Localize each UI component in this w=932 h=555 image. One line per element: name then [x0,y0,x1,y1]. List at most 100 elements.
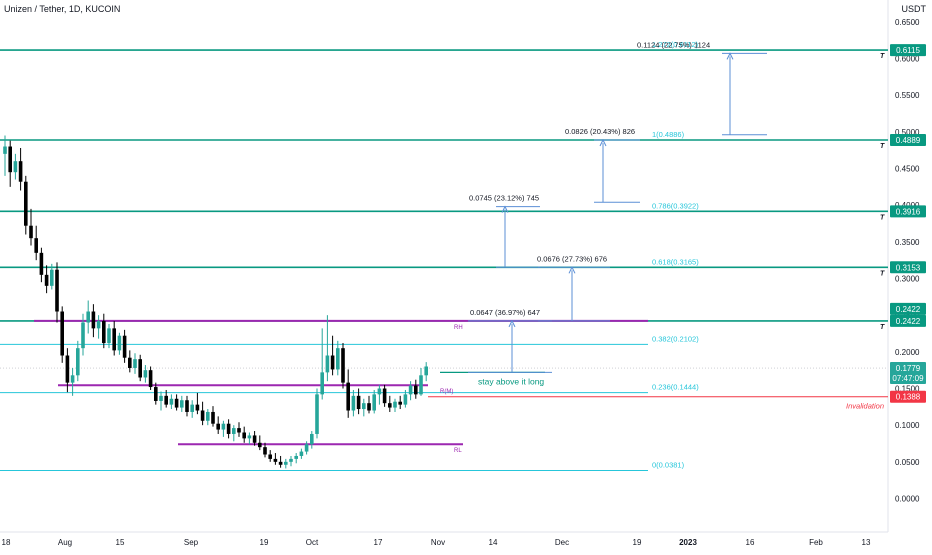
candle-body [377,388,382,395]
x-tick-label: Feb [809,538,823,547]
price-tag-label: 0.3153 [896,263,921,272]
candle-body [382,388,387,404]
range-label: RH [454,325,463,331]
candle-body [320,372,324,395]
price-tag-label: 0.3916 [896,207,921,216]
candle-body [330,355,335,370]
x-tick-label: 2023 [679,538,697,547]
candle-body [174,398,179,408]
y-tick-label: 0.6000 [895,55,920,64]
candle-body [44,274,49,286]
candle-body [96,321,101,329]
candle-body [206,411,210,421]
candle-body [336,348,340,370]
candle-body [122,335,127,358]
candle-body [107,328,111,344]
candle-body [24,181,28,226]
candle-body [70,375,75,383]
candle-body [128,357,132,368]
y-tick-label: 0.5000 [895,128,920,137]
candle-body [8,146,12,173]
y-tick-label: 0.3500 [895,238,920,247]
y-tick-label: 0.2000 [895,348,920,357]
fib-level-label: 0(0.0381) [652,461,685,470]
x-tick-label: Oct [306,538,319,547]
x-tick-label: 15 [116,538,125,547]
candle-body [211,411,215,424]
y-tick-label: 0.5500 [895,91,920,100]
candle-body [102,321,106,344]
target-label: 0.0745 (23.12%) 745 [469,194,539,203]
candle-body [76,348,80,376]
price-tag-label: 0.2422 [896,305,921,314]
price-tag [890,205,926,218]
candle-body [424,366,428,376]
candle-body [237,428,241,433]
candle-body [65,355,70,383]
candle-body [133,359,137,368]
target-arrowhead [599,138,607,147]
candle-body [117,335,122,351]
candle-body [268,454,272,459]
candle-body [86,311,90,323]
candle-body [284,461,288,465]
candle-body [112,328,116,351]
x-tick-label: Dec [555,538,569,547]
y-tick-label: 0.1000 [895,421,920,430]
candle-body [91,311,96,329]
candle-body [185,400,189,412]
candle-body [221,423,226,430]
level-marker: T [880,324,885,331]
candle-body [34,238,38,253]
candle-body [356,395,361,410]
candle-body [388,403,392,408]
price-tag-label: 0.2422 [896,317,921,326]
candle-body [362,403,366,410]
candle-body [403,394,408,405]
candle-body [299,451,304,456]
target-label: 0.0647 (36.97%) 647 [470,308,540,317]
candle-body [226,423,231,434]
candle-body [263,447,267,455]
chart-title: Unizen / Tether, 1D, KUCOIN [4,4,121,14]
candle-body [154,387,158,401]
candle-body [190,404,194,412]
price-tag [890,133,926,146]
candle-body [138,359,142,378]
price-tag [890,302,926,315]
candle-body [242,432,246,439]
target-label: 0.1124 (22.75%) 1124 [637,40,710,49]
x-tick-label: Sep [184,538,199,547]
candle-body [408,385,413,395]
candle-body [50,269,54,286]
candle-body [39,252,44,275]
invalidation-tag [890,390,926,403]
invalidation-label: Invalidation [846,402,884,411]
candle-body [55,269,59,312]
candle-body [169,398,174,405]
price-tag [890,314,926,327]
currency-label: USDT [901,4,927,14]
candle-body [393,401,397,408]
y-tick-label: 0.0500 [895,458,920,467]
fib-level-label: 0.786(0.3922) [652,201,699,210]
x-tick-label: 19 [633,538,642,547]
candle-body [372,394,376,411]
candle-body [18,161,23,182]
candle-body [289,458,293,462]
fib-level-label: 0.618(0.3165) [652,257,699,266]
support-note-text: stay above it long [478,376,544,386]
candle-body [310,433,314,445]
candle-body [3,146,7,154]
level-marker: T [880,143,885,150]
countdown-label: 07:47:09 [892,374,924,383]
target-label: 0.0826 (20.43%) 826 [565,127,635,136]
candle-body [341,348,345,383]
candle-body [414,385,418,395]
x-tick-label: 16 [746,538,755,547]
candle-body [419,375,423,395]
candle-body [143,370,148,378]
y-tick-label: 0.6500 [895,18,920,27]
